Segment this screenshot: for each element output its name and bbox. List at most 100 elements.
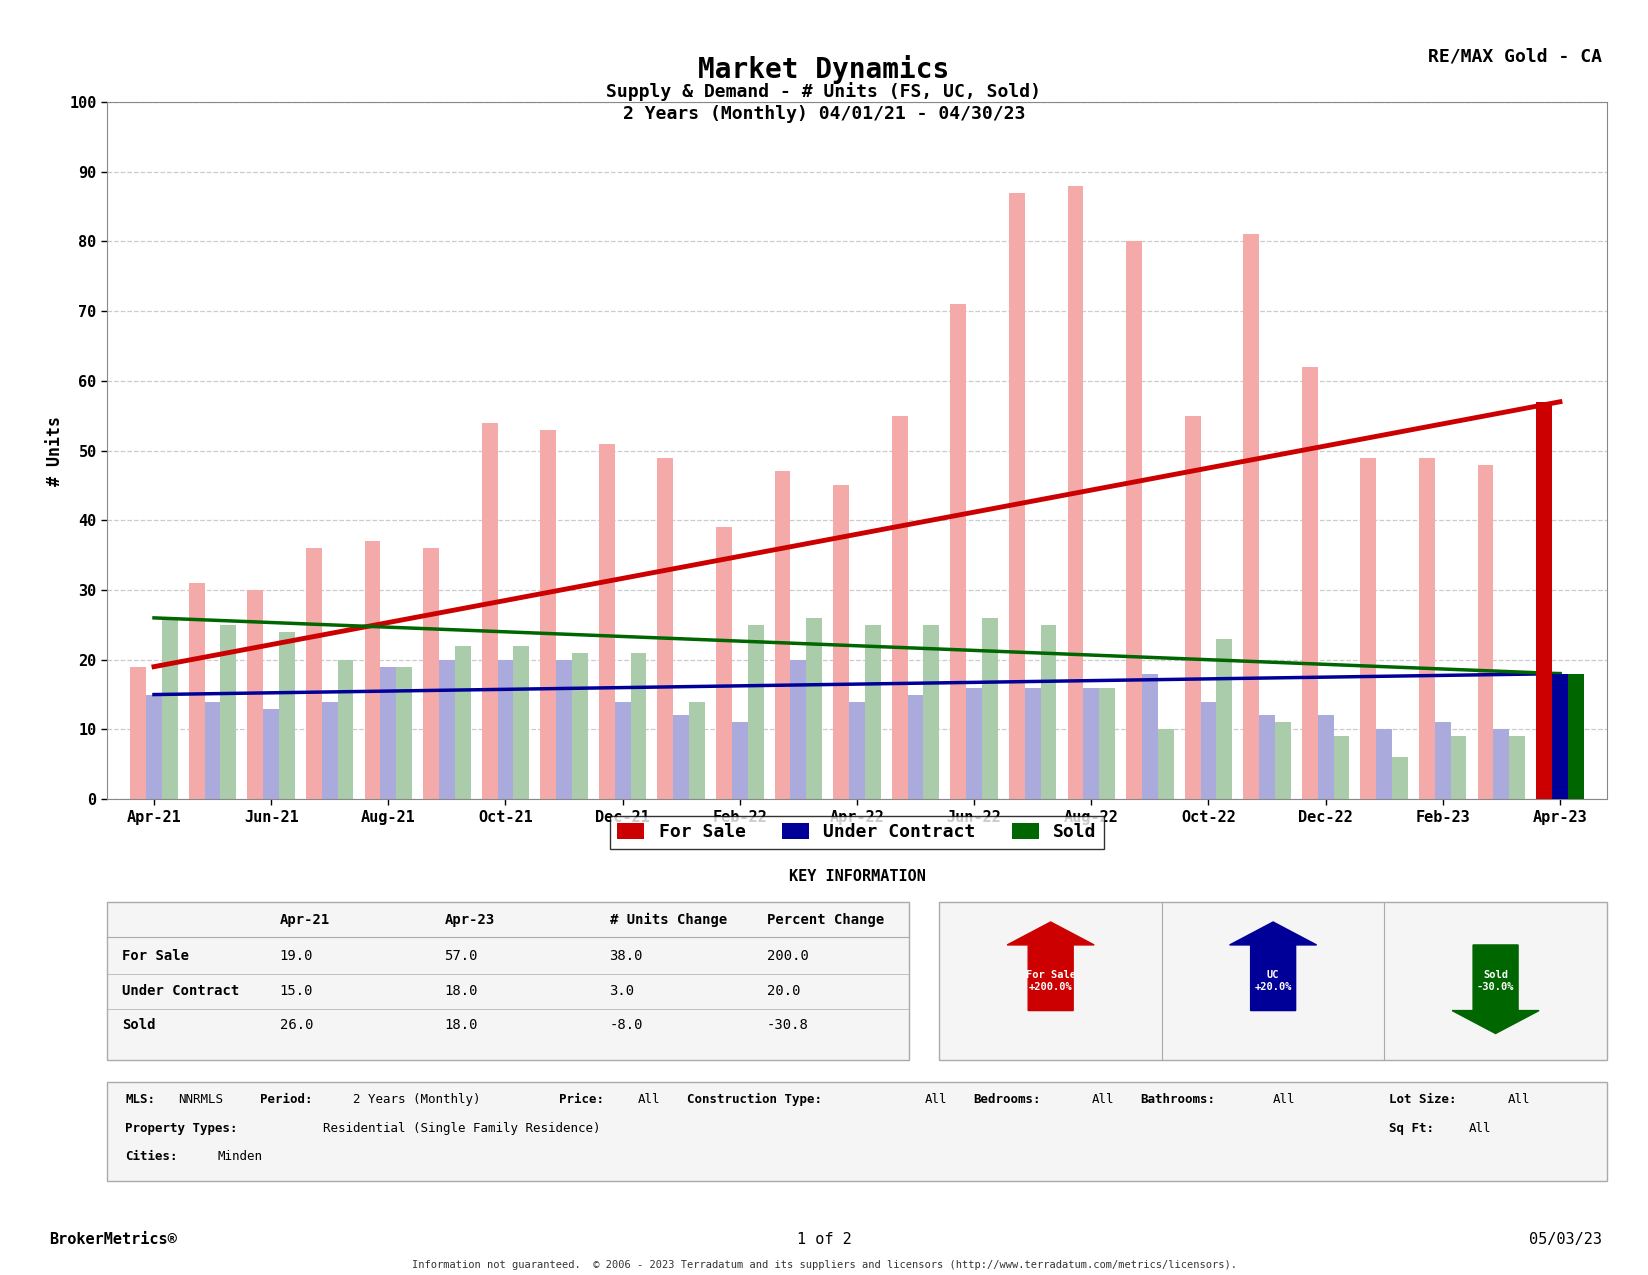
Bar [321,701,338,799]
Text: All: All [1093,1094,1114,1107]
Text: Market Dynamics: Market Dynamics [699,55,949,84]
Bar [338,659,353,799]
Text: KEY INFORMATION: KEY INFORMATION [788,870,926,885]
Text: Construction Type:: Construction Type: [687,1094,822,1107]
Text: Cities:: Cities: [125,1150,178,1163]
Bar [748,625,763,799]
Text: All: All [1272,1094,1295,1107]
Bar [1419,458,1435,799]
Text: BrokerMetrics®: BrokerMetrics® [49,1232,178,1247]
Bar [598,444,615,799]
Bar [1185,416,1200,799]
Bar [982,618,997,799]
Text: Apr-23: Apr-23 [445,913,494,927]
Text: Minden: Minden [218,1150,262,1163]
Text: All: All [638,1094,661,1107]
Text: Sq Ft:: Sq Ft: [1389,1122,1434,1135]
Bar [162,618,178,799]
Bar [1318,715,1333,799]
Y-axis label: # Units: # Units [46,416,64,486]
Text: 18.0: 18.0 [445,984,478,998]
Bar [1009,193,1025,799]
Text: Period:: Period: [260,1094,313,1107]
Bar [1361,458,1376,799]
FancyArrow shape [1007,922,1094,1011]
Legend: For Sale, Under Contract, Sold: For Sale, Under Contract, Sold [610,816,1104,849]
Bar [1142,673,1159,799]
Bar [1450,737,1467,799]
Text: For Sale: For Sale [122,950,190,964]
Bar [555,659,572,799]
Text: NNRMLS: NNRMLS [178,1094,222,1107]
Bar [1536,402,1552,799]
Text: 2 Years (Monthly) 04/01/21 - 04/30/23: 2 Years (Monthly) 04/01/21 - 04/30/23 [623,105,1025,122]
Bar [775,472,791,799]
Bar [966,687,982,799]
Bar [732,723,748,799]
Text: Apr-21: Apr-21 [280,913,330,927]
Text: 19.0: 19.0 [280,950,313,964]
Bar [438,659,455,799]
Bar [1510,737,1524,799]
Bar [689,701,705,799]
Bar [481,423,498,799]
Bar [791,659,806,799]
Text: For Sale
+200.0%: For Sale +200.0% [1025,970,1076,992]
Bar [1552,673,1567,799]
Bar [364,541,381,799]
Text: 57.0: 57.0 [445,950,478,964]
Bar [1567,673,1584,799]
Text: Information not guaranteed.  © 2006 - 2023 Terradatum and its suppliers and lice: Information not guaranteed. © 2006 - 202… [412,1260,1236,1270]
Bar [190,583,204,799]
Bar [541,430,555,799]
Bar [1493,729,1510,799]
Bar [923,625,939,799]
Bar [147,695,162,799]
Bar [107,1081,1607,1181]
Bar [498,659,514,799]
Text: 3.0: 3.0 [610,984,634,998]
Bar [1276,723,1290,799]
Bar [865,625,880,799]
Bar [1040,625,1056,799]
Bar [1159,729,1173,799]
Bar [247,590,264,799]
Text: 05/03/23: 05/03/23 [1529,1232,1602,1247]
Bar [1536,402,1552,799]
Bar [1068,186,1083,799]
Bar [107,903,910,1060]
Bar [514,645,529,799]
Bar [939,903,1607,1060]
Text: All: All [1508,1094,1531,1107]
Text: MLS:: MLS: [125,1094,155,1107]
Text: 38.0: 38.0 [610,950,643,964]
Text: Price:: Price: [559,1094,603,1107]
Bar [806,618,822,799]
FancyArrow shape [1229,922,1317,1011]
Text: Under Contract: Under Contract [122,984,239,998]
Bar [572,653,588,799]
Bar [849,701,865,799]
Bar [1376,729,1393,799]
Bar [834,486,849,799]
Text: Sold
-30.0%: Sold -30.0% [1477,970,1515,992]
Text: UC
+20.0%: UC +20.0% [1254,970,1292,992]
Text: 200.0: 200.0 [766,950,809,964]
Text: 15.0: 15.0 [280,984,313,998]
Bar [1099,687,1116,799]
FancyArrow shape [1452,945,1539,1034]
Bar [615,701,631,799]
Text: Property Types:: Property Types: [125,1122,237,1135]
Bar [264,709,279,799]
Bar [130,667,147,799]
Bar [1478,464,1493,799]
Bar [1333,737,1350,799]
Text: Bedrooms:: Bedrooms: [974,1094,1040,1107]
Text: -8.0: -8.0 [610,1019,643,1033]
Bar [1025,687,1040,799]
Text: -30.8: -30.8 [766,1019,809,1033]
Bar [221,625,236,799]
Text: Supply & Demand - # Units (FS, UC, Sold): Supply & Demand - # Units (FS, UC, Sold) [606,82,1042,101]
Bar [1259,715,1276,799]
Bar [1302,367,1318,799]
